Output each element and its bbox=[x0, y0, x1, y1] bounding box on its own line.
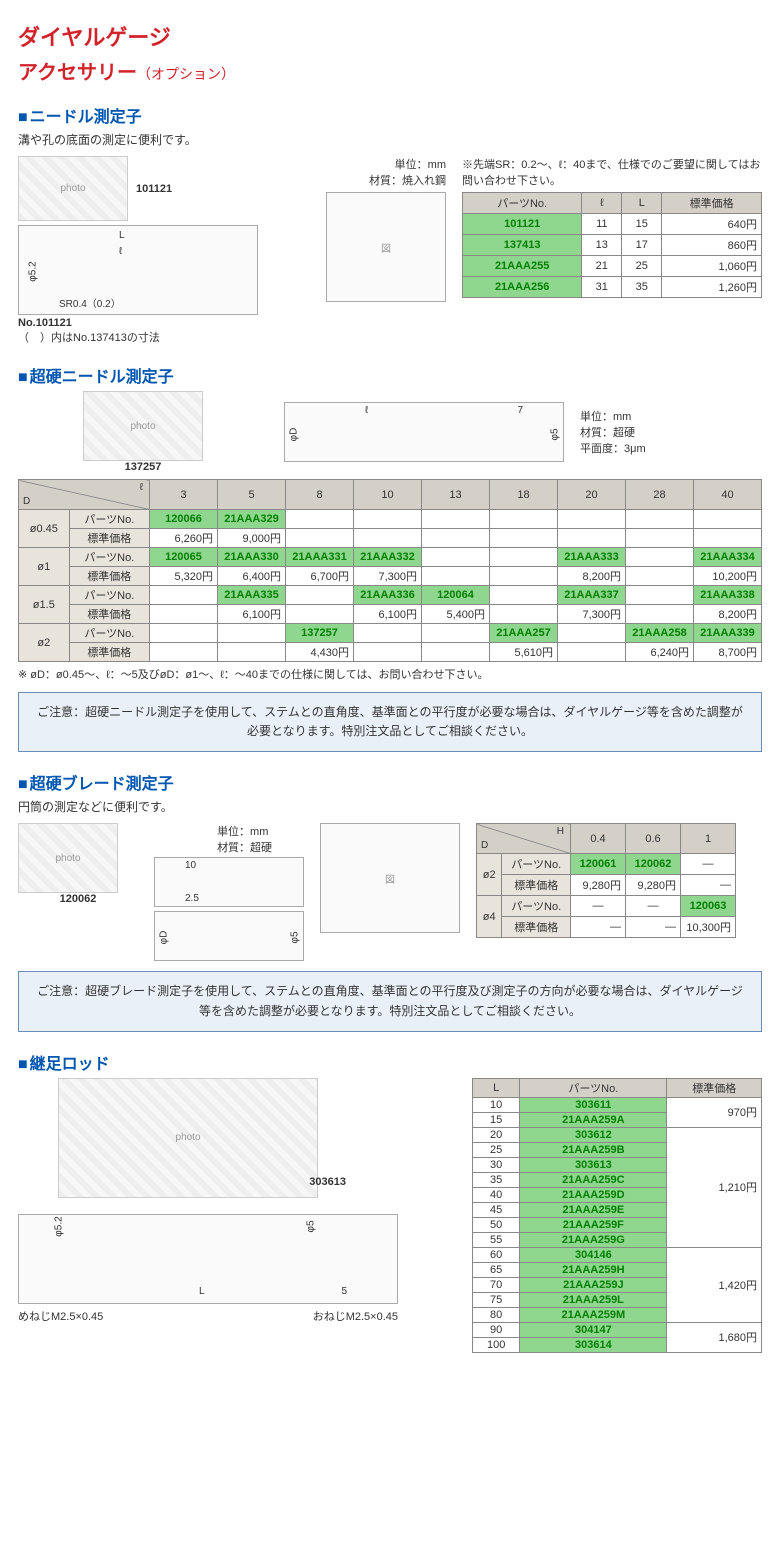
page-subtitle: アクセサリー（オプション） bbox=[18, 56, 762, 85]
rod-table: LパーツNo.標準価格10303611970円1521AAA259A203036… bbox=[472, 1078, 762, 1353]
blade-diagram-3: 図 bbox=[320, 823, 460, 933]
needle-caption-2: （ ）内はNo.137413の寸法 bbox=[18, 329, 310, 345]
needle-desc: 溝や孔の底面の測定に便利です。 bbox=[18, 131, 762, 148]
needle-photo-label: 101121 bbox=[136, 183, 172, 195]
needle-unit2: 材質：焼入れ鋼 bbox=[326, 172, 446, 188]
hardneedle-unit3: 平面度：3μm bbox=[580, 440, 646, 456]
needle-unit1: 単位：mm bbox=[326, 156, 446, 172]
blade-photo: photo bbox=[18, 823, 118, 893]
hardneedle-note: ※ øD：ø0.45〜、ℓ：〜5及びøD：ø1〜、ℓ：〜40までの仕様に関しては… bbox=[18, 666, 762, 682]
needle-note: ※先端SR：0.2〜、ℓ：40まで、仕様でのご要望に関してはお問い合わせ下さい。 bbox=[462, 156, 762, 188]
rod-photo-label: 303613 bbox=[309, 1176, 346, 1188]
needle-table: パーツNo. ℓ L 標準価格 1011211115640円 137413131… bbox=[462, 192, 762, 298]
section-needle-title: ニードル測定子 bbox=[18, 103, 762, 127]
hardneedle-caution: ご注意：超硬ニードル測定子を使用して、ステムとの直角度、基準面との平行度が必要な… bbox=[18, 692, 762, 752]
rod-photo: photo bbox=[58, 1078, 318, 1198]
hardneedle-table: Dℓ358101318202840ø0.45パーツNo.12006621AAA3… bbox=[18, 479, 762, 662]
hardneedle-drawing: ℓ 7 φD φ5 bbox=[284, 402, 564, 462]
blade-drawing-1: 10 2.5 bbox=[154, 857, 304, 907]
needle-drawing: L ℓ φ5.2 SR0.4（0.2） bbox=[18, 225, 258, 315]
blade-table: DH0.40.61ø2パーツNo.120061120062—標準価格9,280円… bbox=[476, 823, 736, 938]
blade-photo-label: 120062 bbox=[18, 893, 138, 905]
page-title: ダイヤルゲージ bbox=[18, 20, 762, 52]
section-hardneedle-title: 超硬ニードル測定子 bbox=[18, 363, 762, 387]
hardneedle-unit1: 単位：mm bbox=[580, 408, 646, 424]
hardneedle-photo-label: 137257 bbox=[18, 461, 268, 473]
needle-diagram2: 図 bbox=[326, 192, 446, 302]
blade-desc: 円筒の測定などに便利です。 bbox=[18, 798, 762, 815]
rod-label-female: めねじM2.5×0.45 bbox=[18, 1308, 103, 1324]
needle-caption-1: No.101121 bbox=[18, 317, 310, 329]
hardneedle-unit2: 材質：超硬 bbox=[580, 424, 646, 440]
blade-caution: ご注意：超硬ブレード測定子を使用して、ステムとの直角度、基準面との平行度及び測定… bbox=[18, 971, 762, 1031]
rod-drawing: φ5.2 φ5 L 5 bbox=[18, 1214, 398, 1304]
needle-photo: photo bbox=[18, 156, 128, 221]
rod-label-male: おねじM2.5×0.45 bbox=[313, 1308, 398, 1324]
section-blade-title: 超硬ブレード測定子 bbox=[18, 770, 762, 794]
section-rod-title: 継足ロッド bbox=[18, 1050, 762, 1074]
hardneedle-photo: photo bbox=[83, 391, 203, 461]
blade-drawing-2: φD φ5 bbox=[154, 911, 304, 961]
